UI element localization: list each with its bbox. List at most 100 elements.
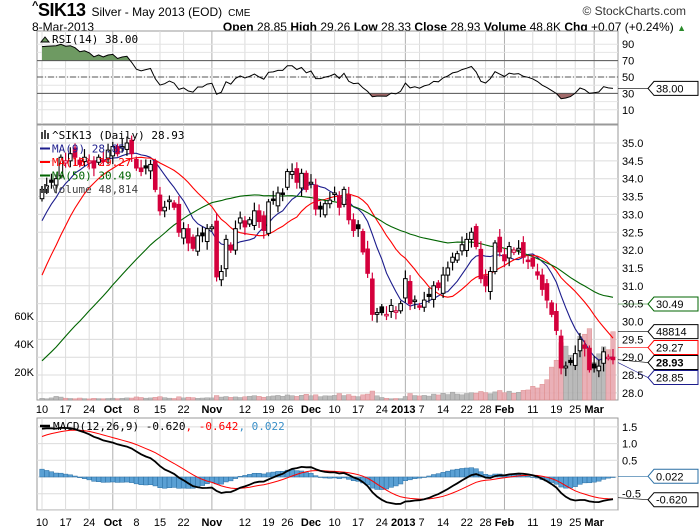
copyright-icon: © xyxy=(582,4,595,18)
macd-histogram-bar xyxy=(223,476,229,483)
candle-body xyxy=(412,299,418,303)
rsi-legend: RSI(14) 38.00 xyxy=(52,33,138,46)
macd-histogram-bar xyxy=(393,476,399,487)
date-axis-label: 10 xyxy=(36,517,48,529)
price-axis-label: 34.0 xyxy=(622,174,643,186)
macd-axis-label: 1.5 xyxy=(622,422,637,434)
candle-body xyxy=(82,156,87,163)
volume-bar xyxy=(393,398,399,401)
date-axis-label: 24 xyxy=(83,517,95,529)
macd-histogram-bar xyxy=(209,476,215,483)
close-marker-leader xyxy=(617,359,649,363)
brand-credit[interactable]: © StockCharts.com xyxy=(582,4,686,18)
volume-bar xyxy=(398,398,404,401)
date-axis-label: 25 xyxy=(569,517,581,529)
volume-bar xyxy=(365,393,371,401)
candle-body xyxy=(568,359,573,364)
volume-bar xyxy=(360,394,366,401)
macd-histogram-bar xyxy=(445,470,451,478)
volume-bar xyxy=(129,397,135,401)
date-axis-label: 22 xyxy=(461,517,473,529)
volume-bar xyxy=(317,396,323,401)
volume-bar xyxy=(48,397,54,401)
macd-histogram-bar xyxy=(454,468,460,478)
volume-bar xyxy=(261,396,267,401)
date-axis-label: 28 xyxy=(479,404,491,416)
volume-bar xyxy=(190,397,196,401)
candle-body xyxy=(266,201,271,234)
candle-body xyxy=(336,195,342,208)
volume-axis-label: 40K xyxy=(14,339,34,351)
volume-bar xyxy=(516,392,522,401)
candle-body xyxy=(535,271,540,276)
volume-bar xyxy=(204,397,210,401)
candle-body xyxy=(256,210,262,223)
rsi-axis-label: 70 xyxy=(622,56,634,68)
date-axis-label: 10 xyxy=(328,517,340,529)
date-axis-label: Feb xyxy=(495,517,515,529)
macd-histogram-bar xyxy=(228,476,234,482)
candle-body xyxy=(219,271,224,281)
volume-axis-label: 60K xyxy=(14,311,34,323)
volume-bar xyxy=(157,396,163,401)
volume-bar xyxy=(298,394,305,401)
volume-bar xyxy=(63,397,69,401)
macd-histogram-bar xyxy=(265,472,272,478)
close-marker-box xyxy=(647,355,699,371)
candle-body xyxy=(223,238,229,270)
macd-marker-leader xyxy=(617,497,649,501)
candle-body xyxy=(572,353,578,366)
ma9-marker: 28.85 xyxy=(656,373,684,385)
date-axis-label: 26 xyxy=(281,517,293,529)
candle-body xyxy=(204,228,210,243)
candle-body xyxy=(360,231,366,253)
candle-body xyxy=(374,312,380,315)
candle-body xyxy=(327,199,333,205)
volume-bar xyxy=(544,379,550,401)
candle-body xyxy=(157,194,163,212)
candle-body xyxy=(488,271,493,293)
candle-body xyxy=(610,356,616,361)
macd-histogram-bar xyxy=(388,476,394,488)
candle-body xyxy=(459,244,465,252)
candle-body xyxy=(351,219,356,231)
date-axis-label: 22 xyxy=(177,404,189,416)
date-axis-label: 24 xyxy=(376,404,388,416)
candle-body xyxy=(445,267,451,276)
candle-body xyxy=(58,156,64,177)
volume-bar xyxy=(445,394,451,401)
date-axis-label: 28 xyxy=(479,517,491,529)
candle-body xyxy=(162,206,167,212)
macd-histogram-bar xyxy=(91,476,97,482)
close-marker: 28.93 xyxy=(656,358,684,370)
date-axis-label: 8 xyxy=(133,517,139,529)
candle-body xyxy=(473,226,479,248)
price-axis-label: 28.5 xyxy=(622,370,643,382)
macd-histogram-bar xyxy=(530,476,536,478)
volume-bar xyxy=(91,398,97,401)
candle-body xyxy=(63,160,68,164)
price-axis-label: 30.5 xyxy=(622,299,643,311)
candle-body xyxy=(233,228,238,251)
volume-bar xyxy=(549,366,555,401)
date-axis-label: Mar xyxy=(584,404,604,416)
candle-body xyxy=(407,281,413,305)
volume-bar xyxy=(81,398,88,401)
macd-histogram-bar xyxy=(119,476,125,483)
macd-histogram-bar xyxy=(450,469,456,478)
macd-legend: MACD(12,26,9) -0.620, -0.642, 0.022 xyxy=(53,420,285,433)
candle-body xyxy=(91,160,97,169)
candle-body xyxy=(143,165,149,169)
ma50-legend: MA(50) 30.49 xyxy=(52,170,131,183)
ma18-line xyxy=(41,156,614,339)
candle-body xyxy=(539,274,545,290)
macd-histogram-bar xyxy=(407,476,413,481)
macd-histogram-bar xyxy=(459,468,465,478)
candle-body xyxy=(185,228,191,244)
candle-body xyxy=(497,236,503,253)
volume-bar xyxy=(483,392,489,401)
volume-bar xyxy=(39,398,45,401)
volume-bar xyxy=(166,397,172,401)
macd-legend-signal: , -0.642 xyxy=(185,420,238,433)
volume-bar xyxy=(468,392,474,401)
